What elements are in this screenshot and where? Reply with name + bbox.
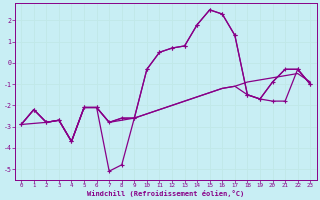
X-axis label: Windchill (Refroidissement éolien,°C): Windchill (Refroidissement éolien,°C) <box>87 190 244 197</box>
